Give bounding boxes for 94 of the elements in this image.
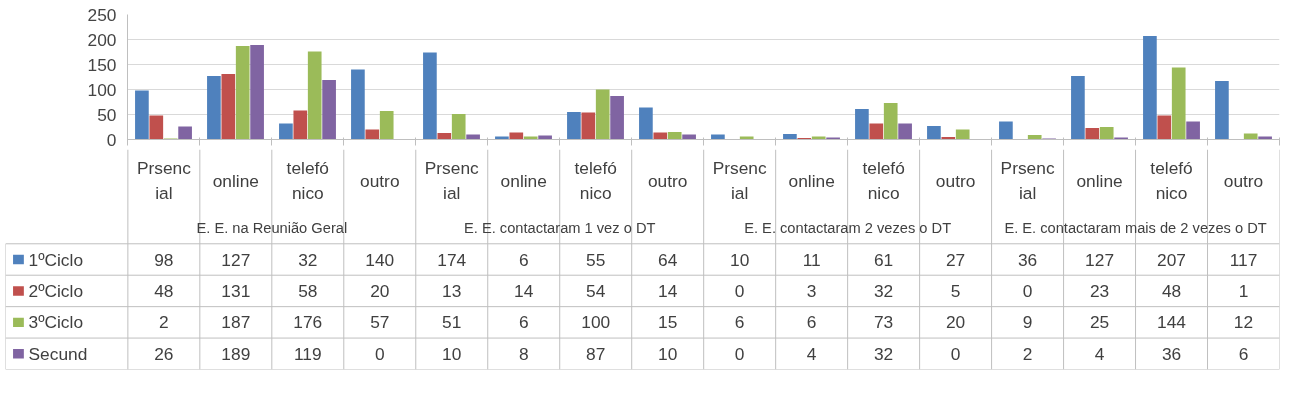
- data-label: 174: [437, 249, 467, 270]
- x-tick-label: telefónico: [286, 158, 329, 204]
- data-label: 51: [442, 312, 462, 333]
- data-label: 26: [154, 343, 174, 364]
- x-tick-label: online: [1076, 170, 1123, 191]
- data-label: 5: [950, 280, 961, 301]
- x-tick-label: telefónico: [862, 158, 905, 204]
- data-label: 32: [873, 280, 894, 301]
- x-tick-label: outro: [1223, 170, 1264, 191]
- data-label: 14: [514, 280, 534, 301]
- data-label: 36: [1017, 249, 1038, 270]
- y-tick-label: 150: [87, 54, 117, 75]
- x-tick-label: Prsencial: [424, 158, 480, 204]
- data-label: 25: [1089, 312, 1110, 333]
- text: E. E. na Reunião Geral: [196, 220, 348, 237]
- data-label: 61: [873, 249, 894, 270]
- y-tick-label: 250: [87, 4, 117, 25]
- data-label: 6: [734, 312, 745, 333]
- data-label: 58: [298, 280, 318, 301]
- data-label: 12: [1233, 312, 1254, 333]
- x-tick-label: outro: [647, 170, 688, 191]
- data-label: 32: [873, 343, 894, 364]
- data-label: 36: [1161, 343, 1182, 364]
- data-label: 4: [1094, 343, 1105, 364]
- data-label: 54: [586, 280, 606, 301]
- x-tick-label: telefónico: [1150, 158, 1193, 204]
- data-label: 10: [658, 343, 678, 364]
- x-tick-label: online: [500, 170, 547, 191]
- data-label: 32: [298, 249, 318, 270]
- text: E. E. contactaram 2 vezes o DT: [744, 220, 952, 237]
- data-label: 0: [1022, 280, 1033, 301]
- data-label: 11: [802, 249, 821, 270]
- data-label: 0: [374, 343, 385, 364]
- data-label: 87: [586, 343, 606, 364]
- data-label: 6: [806, 312, 817, 333]
- data-label: 119: [293, 343, 322, 364]
- y-tick-label: 0: [106, 129, 117, 150]
- text: E. E. contactaram 1 vez o DT: [464, 220, 656, 237]
- data-label: 23: [1089, 280, 1110, 301]
- x-tick-label: Prsencial: [1000, 158, 1055, 204]
- data-label: 176: [293, 312, 323, 333]
- data-label: 127: [221, 249, 251, 270]
- legend-label: 2ºCiclo: [28, 280, 84, 301]
- data-label: 20: [945, 312, 966, 333]
- x-tick-label: outro: [360, 170, 400, 191]
- data-label: 2: [1022, 343, 1033, 364]
- data-label: 57: [370, 312, 390, 333]
- data-label: 2: [159, 312, 169, 333]
- data-label: 140: [365, 249, 395, 270]
- data-label: 6: [1238, 343, 1249, 364]
- y-tick-label: 100: [87, 79, 117, 100]
- data-label: 117: [1229, 249, 1258, 270]
- data-label: 73: [873, 312, 894, 333]
- data-label: 207: [1157, 249, 1186, 270]
- data-label: 98: [154, 249, 174, 270]
- y-tick-label: 200: [87, 29, 117, 50]
- x-tick-label: Prsencial: [136, 158, 192, 204]
- data-label: 13: [442, 280, 462, 301]
- data-label: 64: [658, 249, 678, 270]
- data-label: 9: [1022, 312, 1033, 333]
- x-tick-label: outro: [935, 170, 976, 191]
- data-label: 10: [730, 249, 750, 270]
- x-tick-label: online: [212, 170, 259, 191]
- data-label: 48: [1161, 280, 1182, 301]
- data-label: 0: [950, 343, 961, 364]
- data-label: 27: [945, 249, 966, 270]
- data-label: 6: [518, 249, 529, 270]
- data-label: 0: [734, 343, 745, 364]
- data-label: 189: [221, 343, 251, 364]
- data-label: 1: [1238, 280, 1249, 301]
- x-tick-label: online: [788, 170, 835, 191]
- data-label: 10: [442, 343, 462, 364]
- data-label: 6: [518, 312, 529, 333]
- data-label: 3: [806, 280, 817, 301]
- data-label: 20: [370, 280, 390, 301]
- text: E. E. contactaram mais de 2 vezes o DT: [1004, 220, 1267, 237]
- data-label: 144: [1157, 312, 1187, 333]
- legend-label: 1ºCiclo: [28, 249, 84, 270]
- data-label: 127: [1085, 249, 1115, 270]
- data-label: 48: [154, 280, 174, 301]
- y-tick-label: 50: [97, 104, 117, 125]
- data-label: 15: [658, 312, 678, 333]
- data-label: 100: [581, 312, 611, 333]
- data-label: 4: [806, 343, 817, 364]
- data-label: 0: [734, 280, 745, 301]
- data-label: 14: [658, 280, 678, 301]
- x-tick-label: Prsencial: [712, 158, 767, 204]
- data-label: 187: [221, 312, 251, 333]
- data-label: 8: [518, 343, 529, 364]
- legend-label: Secund: [28, 343, 88, 364]
- data-label: 131: [221, 280, 251, 301]
- x-tick-label: telefónico: [574, 158, 617, 204]
- legend-label: 3ºCiclo: [28, 312, 84, 333]
- data-label: 55: [586, 249, 606, 270]
